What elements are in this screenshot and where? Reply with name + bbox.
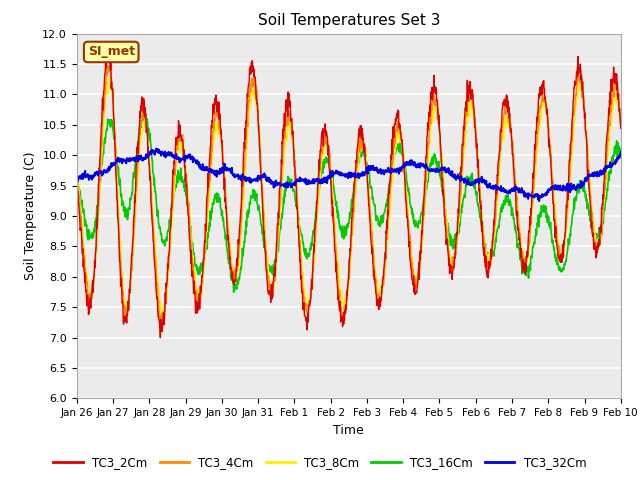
Title: Soil Temperatures Set 3: Soil Temperatures Set 3 (257, 13, 440, 28)
Y-axis label: Soil Temperature (C): Soil Temperature (C) (24, 152, 36, 280)
Text: SI_met: SI_met (88, 46, 135, 59)
Legend: TC3_2Cm, TC3_4Cm, TC3_8Cm, TC3_16Cm, TC3_32Cm: TC3_2Cm, TC3_4Cm, TC3_8Cm, TC3_16Cm, TC3… (49, 452, 591, 474)
X-axis label: Time: Time (333, 424, 364, 437)
